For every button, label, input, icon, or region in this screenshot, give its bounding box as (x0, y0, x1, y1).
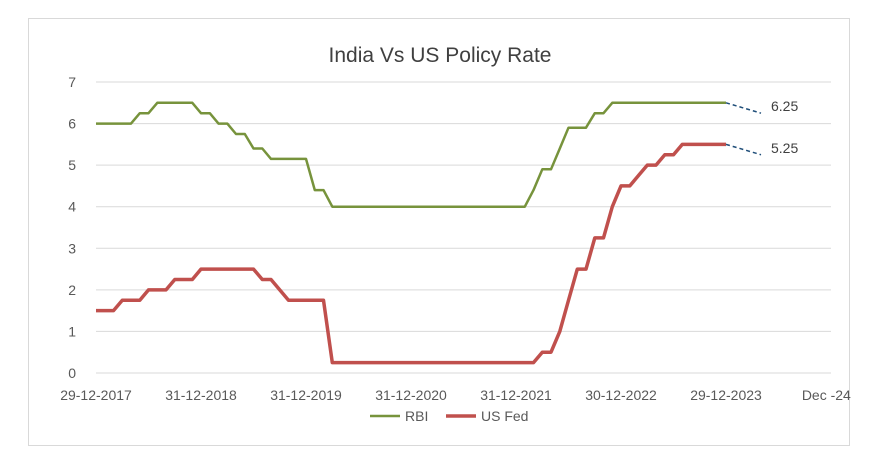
y-tick-label: 5 (68, 157, 76, 173)
x-tick-label: 31-12-2019 (270, 387, 342, 403)
forecast-line (725, 143, 762, 156)
x-tick-label: 29-12-2017 (60, 387, 132, 403)
series-lines: 6.25 5.25 (96, 98, 798, 365)
x-tick-label: 31-12-2018 (165, 387, 237, 403)
y-tick-label: 7 (68, 74, 76, 90)
series-line-us-fed (96, 142, 726, 365)
y-tick-label: 3 (68, 240, 76, 256)
series-line-rbi (96, 101, 726, 208)
x-tick-label: 29-12-2023 (690, 387, 762, 403)
y-tick-label: 4 (68, 199, 76, 215)
chart-title: India Vs US Policy Rate (329, 44, 552, 67)
x-tick-label: 31-12-2021 (480, 387, 552, 403)
legend: RBI US Fed (370, 408, 528, 424)
chart-frame: India Vs US Policy Rate 0 1 2 3 4 5 6 7 29-12-2… (28, 18, 851, 446)
x-tick-label: 31-12-2020 (375, 387, 447, 403)
legend-label: US Fed (481, 408, 528, 424)
legend-label: RBI (405, 408, 428, 424)
forecast-value-label: 6.25 (771, 98, 798, 114)
gridlines (96, 81, 831, 374)
x-tick-label: Dec -24E (802, 387, 851, 403)
x-axis-ticks: 29-12-2017 31-12-2018 31-12-2019 31-12-2020… (60, 387, 851, 403)
y-axis-ticks: 0 1 2 3 4 5 6 7 (68, 74, 76, 381)
y-tick-label: 6 (68, 116, 76, 132)
x-tick-label: 30-12-2022 (585, 387, 657, 403)
forecast-value-label: 5.25 (771, 140, 798, 156)
y-tick-label: 0 (68, 365, 76, 381)
y-tick-label: 2 (68, 282, 76, 298)
forecast-line (725, 102, 762, 114)
y-tick-label: 1 (68, 323, 76, 339)
line-chart: India Vs US Policy Rate 0 1 2 3 4 5 6 7 29-12-2… (60, 44, 851, 424)
